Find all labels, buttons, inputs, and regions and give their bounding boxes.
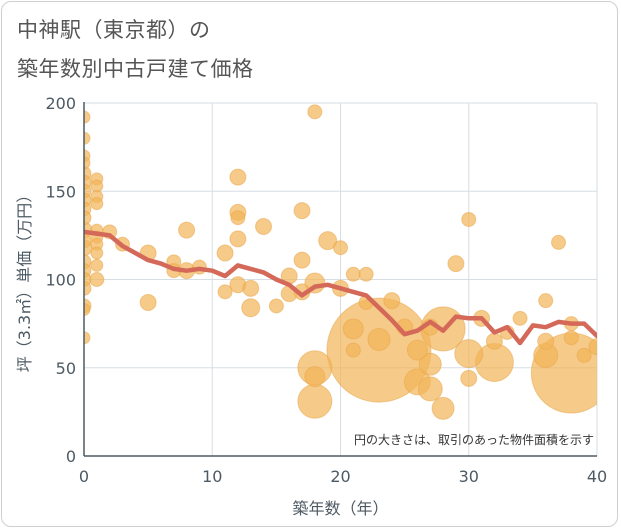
trend-line-series — [84, 229, 597, 346]
bubble-point — [431, 396, 455, 420]
tick-labels: 0 10 20 30 40 0 50 100 150 200 — [45, 94, 607, 486]
bubble-point — [90, 258, 104, 272]
bubble-point — [84, 210, 92, 226]
y-tick-label: 100 — [45, 271, 76, 290]
x-tick-label: 0 — [79, 467, 89, 486]
bubble-point — [268, 298, 284, 314]
axes — [83, 102, 597, 457]
bubble-point — [418, 352, 442, 376]
bubble-point — [417, 376, 443, 402]
bubble-point — [383, 292, 401, 310]
bubble-point — [406, 339, 428, 361]
bubble-point — [84, 331, 91, 345]
x-tick-label: 20 — [330, 467, 350, 486]
y-tick-label: 0 — [66, 447, 76, 466]
bubble-size-note: 円の大きさは、取引のあった物件面積を示す — [354, 432, 594, 447]
bubble-point — [460, 369, 478, 387]
bubble-point — [345, 342, 361, 358]
bubble-point — [90, 246, 104, 260]
bubble-point — [216, 244, 234, 262]
bubble-point — [242, 279, 260, 297]
bubble-point — [333, 240, 348, 256]
y-tick-label: 50 — [56, 359, 76, 378]
bubble-point — [538, 293, 554, 309]
bubble-point — [485, 332, 503, 350]
bubble-point — [255, 218, 273, 236]
bubble-point — [217, 284, 233, 300]
grid-lines — [84, 102, 598, 456]
bubble-point — [588, 338, 597, 356]
bubble-point — [576, 347, 592, 363]
bubble-point — [563, 330, 579, 346]
bubble-point — [345, 266, 361, 282]
bubble-point — [512, 310, 528, 326]
bubble-point — [293, 202, 311, 220]
bubble-point — [297, 383, 333, 419]
bubble-point — [318, 231, 338, 251]
bubble-point — [307, 104, 323, 120]
y-tick-label: 200 — [45, 94, 76, 113]
y-axis-label: 坪（3.3㎡）単価（万円） — [15, 187, 34, 372]
x-axis-label: 築年数（年） — [292, 499, 388, 518]
bubble-point — [139, 293, 157, 311]
bubble-point — [461, 211, 477, 227]
bubble-point — [293, 251, 311, 269]
bubble-point — [342, 318, 364, 340]
chart-title-line-1: 中神駅（東京都）の — [17, 18, 211, 42]
bubble-point — [537, 332, 555, 350]
bubble-point — [84, 156, 91, 170]
bubble-point — [178, 221, 196, 239]
bubble-point — [229, 230, 247, 248]
bubble-point — [230, 210, 246, 226]
bubble-point — [89, 272, 105, 287]
bubble-point — [90, 197, 104, 211]
bubble-point — [84, 110, 91, 124]
bubble-point — [358, 266, 374, 282]
bubble-point — [454, 339, 484, 369]
bubble-point — [229, 168, 247, 186]
bubble-point — [551, 234, 567, 250]
y-tick-label: 150 — [45, 182, 76, 201]
x-tick-label: 30 — [459, 467, 479, 486]
x-tick-label: 40 — [587, 467, 607, 486]
bubble-point — [84, 280, 92, 296]
x-tick-label: 10 — [202, 467, 222, 486]
bubble-point — [367, 328, 391, 352]
bubble-point — [84, 131, 91, 145]
average-trend-line — [84, 229, 597, 346]
bubble-point — [447, 255, 465, 273]
bubble-point — [84, 303, 91, 317]
bubble-point — [304, 366, 326, 388]
bubble-point — [84, 233, 92, 249]
chart-title-line-2: 築年数別中古戸建て価格 — [17, 57, 254, 81]
bubble-point — [241, 298, 261, 318]
